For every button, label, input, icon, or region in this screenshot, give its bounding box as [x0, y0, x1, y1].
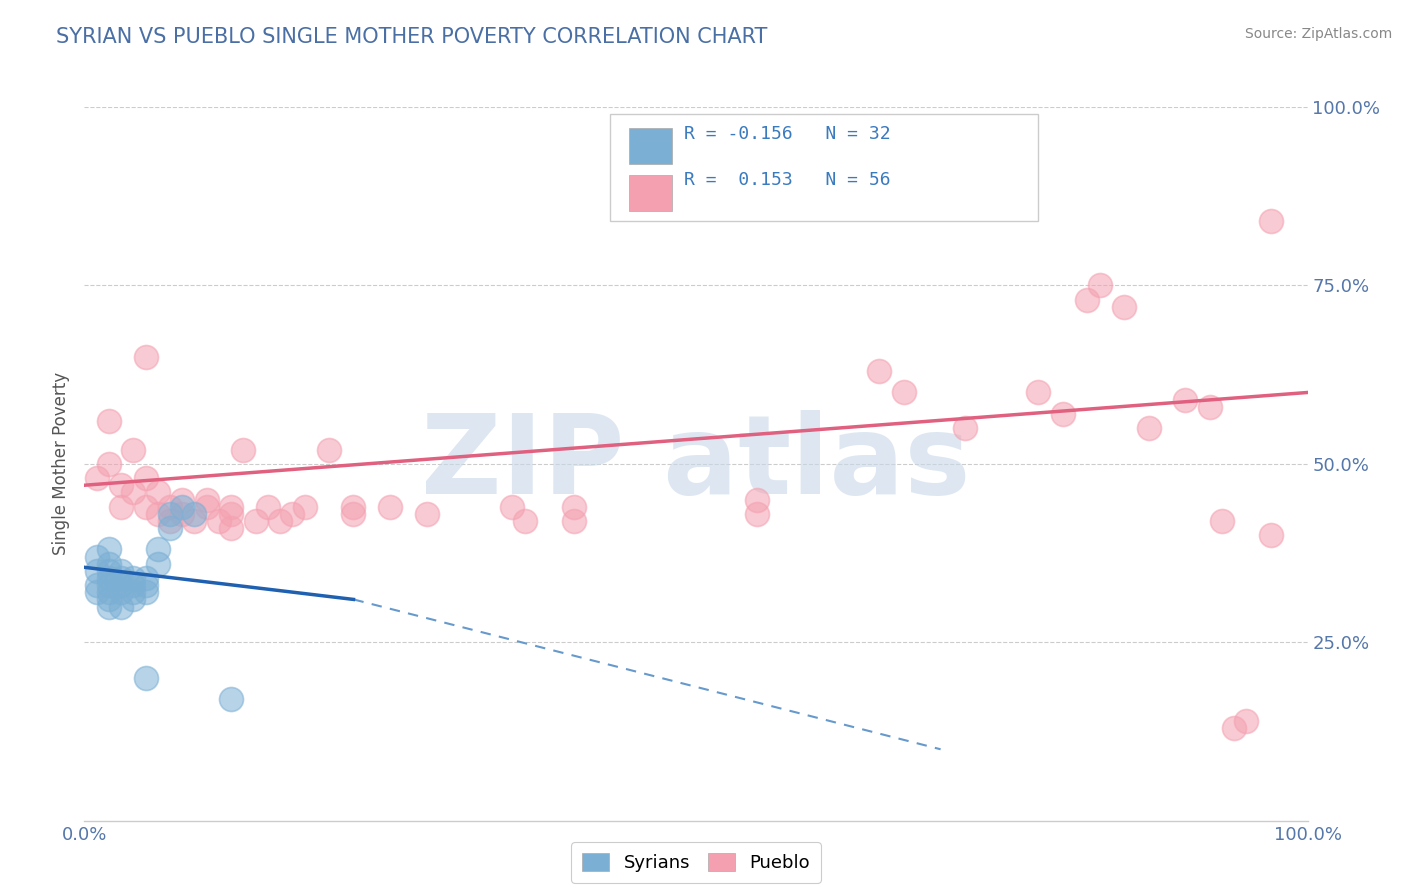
Point [1174, 392, 1197, 407]
Point [1223, 721, 1246, 735]
Point [1211, 514, 1233, 528]
Point [747, 492, 769, 507]
Point [97, 585, 120, 599]
Point [135, 578, 157, 592]
Point [122, 585, 145, 599]
Point [380, 500, 402, 514]
Point [183, 507, 205, 521]
Point [97, 414, 120, 428]
Point [245, 514, 267, 528]
Point [1028, 385, 1050, 400]
Point [122, 442, 145, 457]
Point [513, 514, 536, 528]
Point [146, 557, 169, 571]
Point [281, 507, 304, 521]
Point [869, 364, 891, 378]
Point [159, 521, 181, 535]
Point [110, 585, 132, 599]
Point [342, 500, 364, 514]
Point [501, 500, 523, 514]
Point [97, 571, 120, 585]
FancyBboxPatch shape [610, 114, 1039, 221]
Point [318, 442, 340, 457]
Point [110, 478, 132, 492]
Point [562, 500, 585, 514]
Point [122, 592, 145, 607]
Point [269, 514, 291, 528]
Point [97, 457, 120, 471]
Text: R = -0.156   N = 32: R = -0.156 N = 32 [683, 125, 890, 143]
Point [86, 564, 108, 578]
Point [110, 571, 132, 585]
Point [219, 692, 242, 706]
Point [146, 485, 169, 500]
Point [159, 507, 181, 521]
Point [747, 507, 769, 521]
Point [1076, 293, 1098, 307]
Point [219, 521, 242, 535]
Point [893, 385, 915, 400]
Text: SYRIAN VS PUEBLO SINGLE MOTHER POVERTY CORRELATION CHART: SYRIAN VS PUEBLO SINGLE MOTHER POVERTY C… [56, 27, 768, 46]
Point [146, 507, 169, 521]
Point [1260, 528, 1282, 542]
Point [86, 549, 108, 564]
Point [86, 585, 108, 599]
Point [1052, 407, 1074, 421]
Point [219, 507, 242, 521]
Point [1198, 400, 1220, 414]
Point [110, 578, 132, 592]
Point [122, 485, 145, 500]
Point [135, 471, 157, 485]
Point [172, 500, 194, 514]
Point [135, 585, 157, 599]
Text: ZIP atlas: ZIP atlas [422, 410, 970, 517]
Point [146, 542, 169, 557]
Point [219, 500, 242, 514]
Point [135, 671, 157, 685]
Point [1114, 300, 1136, 314]
Point [97, 557, 120, 571]
Point [183, 514, 205, 528]
Point [342, 507, 364, 521]
Point [195, 500, 218, 514]
Point [1234, 714, 1257, 728]
Point [562, 514, 585, 528]
Point [232, 442, 254, 457]
Point [135, 350, 157, 364]
Point [86, 471, 108, 485]
Point [416, 507, 439, 521]
Point [172, 492, 194, 507]
Point [1137, 421, 1160, 435]
Y-axis label: Single Mother Poverty: Single Mother Poverty [52, 372, 70, 556]
Point [110, 599, 132, 614]
Point [257, 500, 280, 514]
Text: R =  0.153   N = 56: R = 0.153 N = 56 [683, 171, 890, 189]
Point [172, 507, 194, 521]
Point [97, 578, 120, 592]
Point [110, 564, 132, 578]
Point [135, 571, 157, 585]
Point [97, 542, 120, 557]
Point [97, 599, 120, 614]
Point [953, 421, 976, 435]
Point [159, 514, 181, 528]
Legend: Syrians, Pueblo: Syrians, Pueblo [571, 842, 821, 883]
FancyBboxPatch shape [628, 128, 672, 164]
Point [1088, 278, 1111, 293]
Point [97, 592, 120, 607]
Point [294, 500, 316, 514]
Point [122, 571, 145, 585]
Point [1260, 214, 1282, 228]
Point [208, 514, 231, 528]
Point [195, 492, 218, 507]
Point [86, 578, 108, 592]
FancyBboxPatch shape [628, 175, 672, 211]
Point [122, 578, 145, 592]
Point [110, 500, 132, 514]
Point [159, 500, 181, 514]
Point [97, 564, 120, 578]
Text: Source: ZipAtlas.com: Source: ZipAtlas.com [1244, 27, 1392, 41]
Point [135, 500, 157, 514]
